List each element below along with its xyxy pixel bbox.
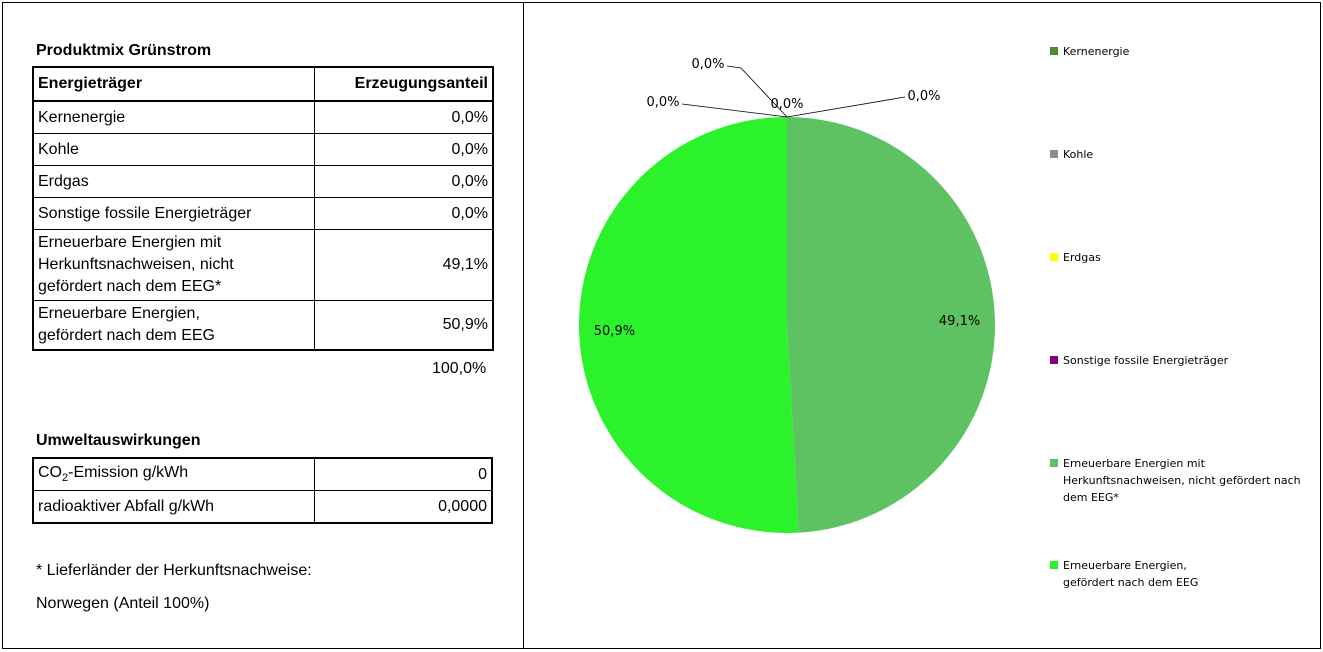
- leader-line: [786, 96, 906, 118]
- legend-swatch: [1050, 253, 1058, 261]
- legend-item: Sonstige fossile Energieträger: [1050, 352, 1303, 369]
- table-panel: [2, 2, 524, 649]
- pie-labels: 0,0% 0,0% 0,0% 0,0% 49,1% 50,9%: [594, 57, 980, 339]
- table-row: Erneuerbare Energien, gefördert nach dem…: [32, 300, 494, 351]
- legend-item: Erdgas: [1050, 249, 1303, 266]
- table-row: Kernenergie 0,0%: [32, 100, 494, 134]
- legend-label: Kohle: [1063, 148, 1094, 161]
- legend-item: Erneuerbare Energien mit Herkunftsnachwei…: [1050, 455, 1303, 506]
- table-row: radioaktiver Abfall g/kWh 0,0000: [32, 490, 493, 524]
- row-value: 49,1%: [314, 229, 494, 301]
- footnote-line: Norwegen (Anteil 100%): [36, 595, 210, 612]
- legend-swatch: [1050, 47, 1058, 55]
- row-label-line: Herkunftsnachweisen, nicht: [38, 256, 234, 273]
- row-label-line: gefördert nach dem EEG: [38, 327, 215, 344]
- table-header-row: Energieträger Erzeugungsanteil: [32, 66, 494, 102]
- pie-leader-lines: [681, 65, 906, 118]
- legend-item: Kernenergie: [1050, 43, 1303, 60]
- row-label: Sonstige fossile Energieträger: [32, 197, 315, 230]
- pie-data-label: 49,1%: [939, 314, 980, 329]
- header-share: Erzeugungsanteil: [314, 66, 494, 102]
- env-title: Umweltauswirkungen: [36, 432, 201, 449]
- mix-title: Produktmix Grünstrom: [36, 42, 212, 59]
- legend-label: dem EEG*: [1063, 491, 1119, 504]
- legend-label: Erneuerbare Energien mit: [1063, 457, 1205, 470]
- table-row: CO2-Emission g/kWh 0: [32, 457, 493, 491]
- legend-label: Erdgas: [1063, 251, 1101, 264]
- pie-data-label: 0,0%: [691, 57, 724, 72]
- legend-label: Kernenergie: [1063, 45, 1130, 58]
- mix-table: Energieträger Erzeugungsanteil Kernenerg…: [32, 66, 494, 351]
- env-table: CO2-Emission g/kWh 0 radioaktiver Abfall…: [32, 457, 493, 524]
- chart-panel: [524, 2, 1321, 649]
- pie-slice: [787, 117, 996, 533]
- co2-label-pre: CO: [38, 464, 62, 482]
- legend-label: Sonstige fossile Energieträger: [1063, 354, 1229, 367]
- pie-data-label: 0,0%: [770, 97, 803, 112]
- legend-item: Erneuerbare Energien, gefördert nach dem …: [1050, 557, 1303, 591]
- legend-label: Herkunftsnachweisen, nicht gefördert nac…: [1063, 474, 1301, 487]
- pie-data-label: 0,0%: [907, 89, 940, 104]
- co2-label-sub: 2: [62, 472, 69, 485]
- table-row: Erdgas 0,0%: [32, 165, 494, 198]
- header-energy-source: Energieträger: [32, 66, 315, 102]
- legend-swatch: [1050, 356, 1058, 364]
- co2-label-post: -Emission g/kWh: [68, 464, 189, 482]
- row-label-line: Erneuerbare Energien mit: [38, 234, 222, 251]
- total-value: 100,0%: [432, 360, 487, 377]
- pie-slice: [579, 117, 799, 533]
- row-value: 0: [314, 457, 493, 491]
- row-value: 0,0%: [314, 100, 494, 134]
- pie-data-label: 50,9%: [594, 324, 635, 339]
- row-label: Erneuerbare Energien mit Herkunftsnachwe…: [32, 229, 315, 301]
- row-label: CO2-Emission g/kWh: [32, 457, 315, 491]
- legend-swatch: [1050, 561, 1058, 569]
- leader-line: [681, 103, 788, 118]
- row-value: 0,0%: [314, 133, 494, 166]
- row-label: Erdgas: [32, 165, 315, 198]
- legend-label: Erneuerbare Energien,: [1063, 559, 1187, 572]
- pie-data-label: 0,0%: [646, 95, 679, 110]
- row-label: radioaktiver Abfall g/kWh: [32, 490, 315, 524]
- legend-swatch: [1050, 150, 1058, 158]
- table-row: Erneuerbare Energien mit Herkunftsnachwe…: [32, 229, 494, 301]
- footnote-line: * Lieferländer der Herkunftsnachweise:: [36, 562, 312, 579]
- row-label-line: Erneuerbare Energien,: [38, 305, 200, 322]
- legend-item: Kohle: [1050, 146, 1303, 163]
- leader-line: [726, 65, 788, 118]
- legend-label: gefördert nach dem EEG: [1063, 576, 1199, 589]
- row-label: Erneuerbare Energien, gefördert nach dem…: [32, 300, 315, 351]
- row-value: 0,0000: [314, 490, 493, 524]
- pie-slices: [579, 117, 996, 533]
- row-value: 50,9%: [314, 300, 494, 351]
- legend-swatch: [1050, 459, 1058, 467]
- row-label-line: gefördert nach dem EEG*: [38, 278, 222, 295]
